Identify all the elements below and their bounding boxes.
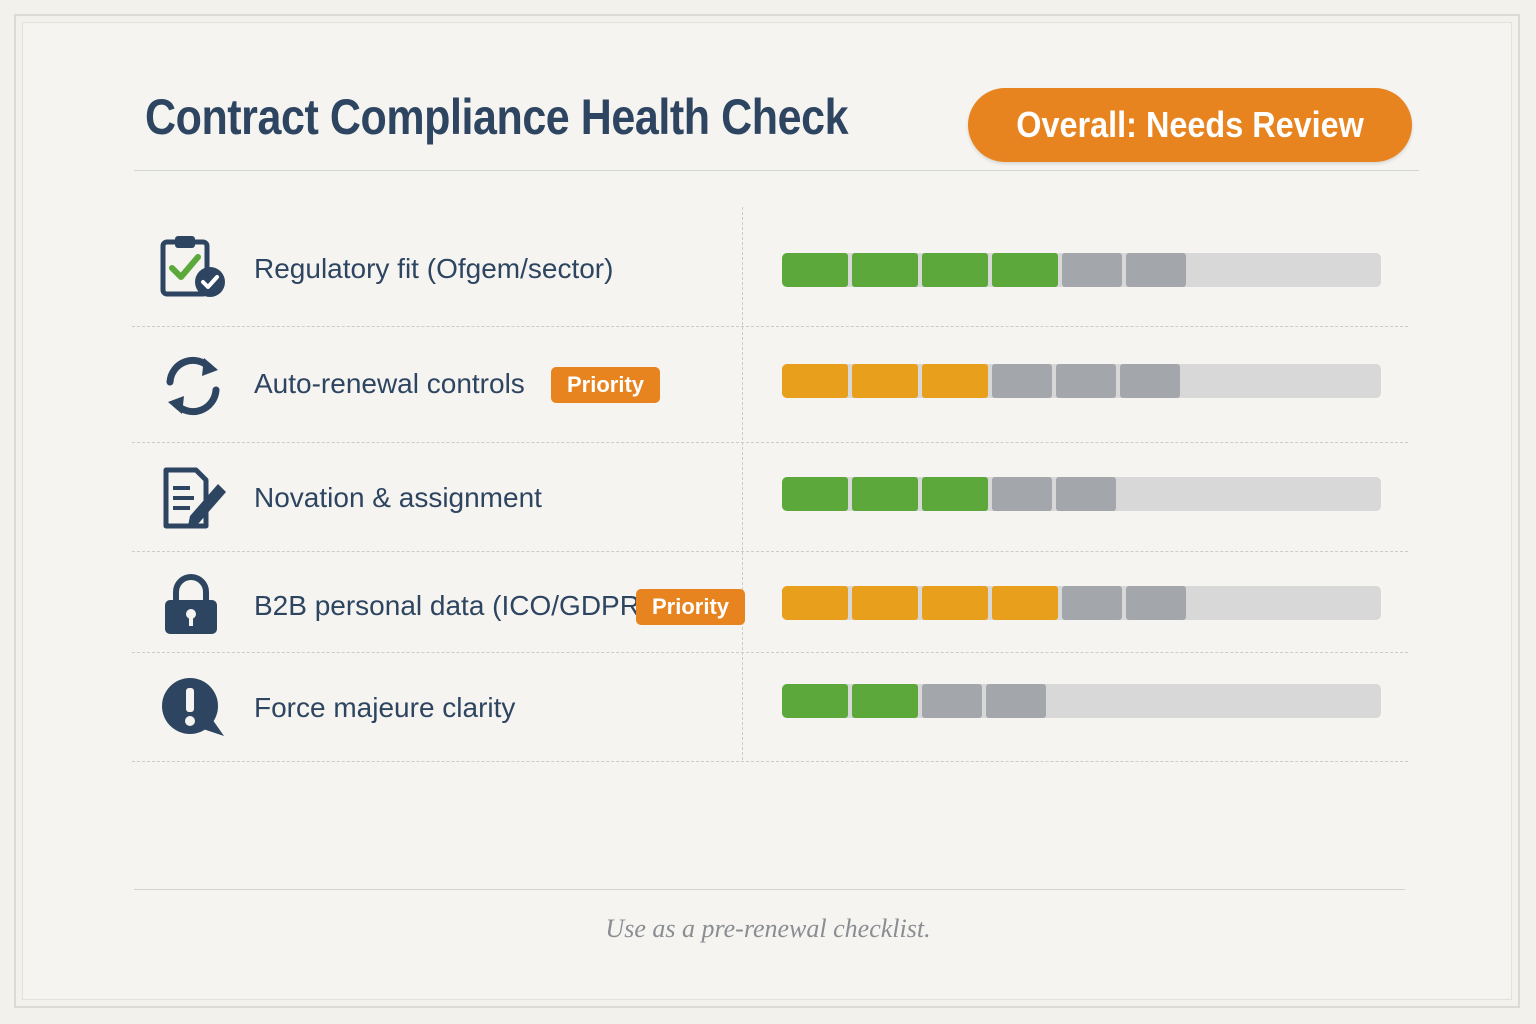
- score-segment-filled: [782, 364, 848, 398]
- score-segment-filled: [852, 477, 918, 511]
- score-bar: [782, 586, 1381, 620]
- score-segment-filled: [922, 253, 988, 287]
- footer-note: Use as a pre-renewal checklist.: [605, 914, 931, 943]
- score-segment-partial: [986, 684, 1046, 718]
- score-segment-filled: [852, 253, 918, 287]
- priority-tag: Priority: [551, 367, 661, 403]
- score-segment-partial: [1056, 364, 1116, 398]
- checklist-row-novation: Novation & assignment: [132, 456, 1408, 542]
- score-segment-partial: [992, 477, 1052, 511]
- column-divider: [742, 207, 743, 760]
- lock-icon: [160, 572, 226, 638]
- row-label: Force majeure clarity: [254, 692, 516, 723]
- score-segment-filled: [852, 364, 918, 398]
- row-label: B2B personal data (ICO/GDPR): [254, 590, 650, 621]
- page-title: Contract Compliance Health Check: [145, 89, 849, 145]
- score-bar: [782, 684, 1381, 718]
- score-bar: [782, 364, 1381, 398]
- score-segment-filled: [992, 253, 1058, 287]
- overall-status-text: Overall: Needs Review: [1016, 104, 1364, 145]
- footer-divider: [134, 889, 1405, 890]
- score-segment-partial: [992, 364, 1052, 398]
- row-divider: [132, 326, 1408, 327]
- alert-speech-icon: [160, 676, 226, 742]
- row-divider: [132, 761, 1408, 762]
- row-label: Auto-renewal controls: [254, 368, 525, 399]
- score-segment-filled: [922, 477, 988, 511]
- score-segment-filled: [782, 253, 848, 287]
- checklist-row-force-majeure: Force majeure clarity: [132, 668, 1408, 754]
- score-segment-partial: [1062, 586, 1122, 620]
- score-segment-filled: [852, 586, 918, 620]
- score-segment-partial: [1126, 253, 1186, 287]
- document-edit-icon: [160, 466, 226, 532]
- row-divider: [132, 652, 1408, 653]
- score-segment-filled: [922, 364, 988, 398]
- score-segment-filled: [852, 684, 918, 718]
- clipboard-check-icon: [160, 232, 226, 298]
- score-segment-filled: [782, 684, 848, 718]
- checklist-row-regulatory-fit: Regulatory fit (Ofgem/sector): [132, 228, 1408, 312]
- score-segment-filled: [782, 586, 848, 620]
- overall-status-badge: Overall: Needs Review: [968, 88, 1412, 162]
- score-bar: [782, 253, 1381, 287]
- score-segment-partial: [1062, 253, 1122, 287]
- score-segment-partial: [1056, 477, 1116, 511]
- score-segment-partial: [922, 684, 982, 718]
- row-divider: [132, 442, 1408, 443]
- row-divider: [132, 551, 1408, 552]
- checklist-row-auto-renewal: Auto-renewal controls Priority: [132, 342, 1408, 432]
- row-label: Novation & assignment: [254, 482, 542, 513]
- outer-frame: [14, 14, 1520, 1008]
- score-segment-filled: [922, 586, 988, 620]
- row-label: Regulatory fit (Ofgem/sector): [254, 253, 614, 284]
- header-divider: [134, 170, 1419, 171]
- score-segment-partial: [1126, 586, 1186, 620]
- score-segment-filled: [782, 477, 848, 511]
- score-segment-partial: [1120, 364, 1180, 398]
- score-bar: [782, 477, 1381, 511]
- score-segment-filled: [992, 586, 1058, 620]
- priority-tag: Priority: [636, 589, 746, 625]
- refresh-icon: [160, 352, 226, 418]
- checklist-row-personal-data: B2B personal data (ICO/GDPR) Priority: [132, 564, 1408, 650]
- card: [22, 22, 1512, 1000]
